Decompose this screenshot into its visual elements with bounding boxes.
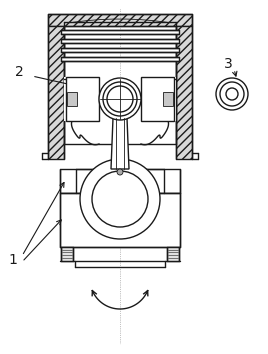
Text: 3: 3 bbox=[224, 57, 233, 71]
Circle shape bbox=[80, 159, 160, 239]
Polygon shape bbox=[60, 169, 180, 193]
Bar bbox=[61, 247, 73, 261]
Polygon shape bbox=[176, 26, 192, 159]
Polygon shape bbox=[141, 77, 174, 121]
Polygon shape bbox=[111, 118, 129, 169]
Polygon shape bbox=[48, 14, 192, 26]
Bar bbox=[61, 57, 179, 61]
Circle shape bbox=[107, 86, 133, 112]
Bar bbox=[61, 39, 179, 43]
Text: 1: 1 bbox=[8, 253, 17, 267]
Bar bbox=[163, 92, 173, 106]
Circle shape bbox=[99, 78, 141, 120]
Polygon shape bbox=[66, 77, 99, 121]
Circle shape bbox=[220, 82, 244, 106]
Polygon shape bbox=[60, 193, 180, 247]
Bar bbox=[61, 30, 179, 34]
Circle shape bbox=[103, 82, 137, 116]
Text: 2: 2 bbox=[15, 65, 24, 79]
Polygon shape bbox=[48, 26, 64, 159]
Circle shape bbox=[216, 78, 248, 110]
Bar bbox=[64, 77, 176, 121]
Bar bbox=[67, 92, 77, 106]
Circle shape bbox=[117, 169, 123, 175]
Bar bbox=[61, 48, 179, 52]
Bar bbox=[167, 247, 179, 261]
